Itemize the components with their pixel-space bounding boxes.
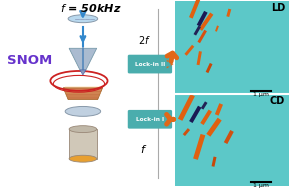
Polygon shape — [178, 94, 195, 121]
Bar — [65, 92, 101, 94]
Polygon shape — [69, 48, 97, 70]
Polygon shape — [184, 45, 194, 56]
Polygon shape — [80, 70, 86, 75]
FancyBboxPatch shape — [128, 55, 172, 74]
Polygon shape — [215, 26, 219, 32]
Text: CD: CD — [270, 96, 285, 106]
Ellipse shape — [65, 106, 101, 116]
Bar — [65, 98, 101, 100]
Polygon shape — [198, 30, 207, 43]
Bar — [175, 94, 289, 186]
FancyBboxPatch shape — [128, 110, 172, 129]
Polygon shape — [194, 26, 201, 36]
Bar — [69, 129, 97, 159]
Polygon shape — [63, 88, 103, 100]
Bar — [65, 95, 101, 97]
Text: LD: LD — [271, 3, 285, 13]
Polygon shape — [183, 128, 190, 136]
Polygon shape — [224, 130, 234, 144]
Polygon shape — [206, 118, 222, 137]
Text: $f$: $f$ — [140, 143, 148, 155]
Text: Lock-in I: Lock-in I — [136, 117, 164, 122]
Ellipse shape — [69, 126, 97, 133]
Ellipse shape — [68, 15, 98, 23]
Bar — [65, 86, 101, 88]
Text: $f$ = 50kHz: $f$ = 50kHz — [60, 2, 122, 14]
Bar — [65, 89, 101, 91]
Polygon shape — [201, 101, 207, 110]
Text: SNOM: SNOM — [7, 54, 52, 67]
Polygon shape — [193, 134, 205, 160]
Bar — [175, 1, 289, 94]
Polygon shape — [189, 106, 201, 123]
Polygon shape — [199, 12, 213, 31]
Text: 1 μm: 1 μm — [253, 183, 269, 188]
Polygon shape — [200, 110, 212, 125]
Text: $2f$: $2f$ — [138, 34, 150, 46]
Polygon shape — [212, 156, 217, 167]
Polygon shape — [167, 60, 174, 68]
Polygon shape — [226, 9, 231, 17]
Ellipse shape — [69, 155, 97, 162]
Text: Lock-in II: Lock-in II — [135, 62, 165, 67]
Text: 1 μm: 1 μm — [253, 92, 269, 97]
Polygon shape — [189, 0, 202, 19]
Polygon shape — [167, 115, 174, 124]
Polygon shape — [196, 51, 202, 65]
Polygon shape — [197, 11, 207, 27]
Polygon shape — [206, 63, 212, 73]
Polygon shape — [215, 103, 223, 116]
